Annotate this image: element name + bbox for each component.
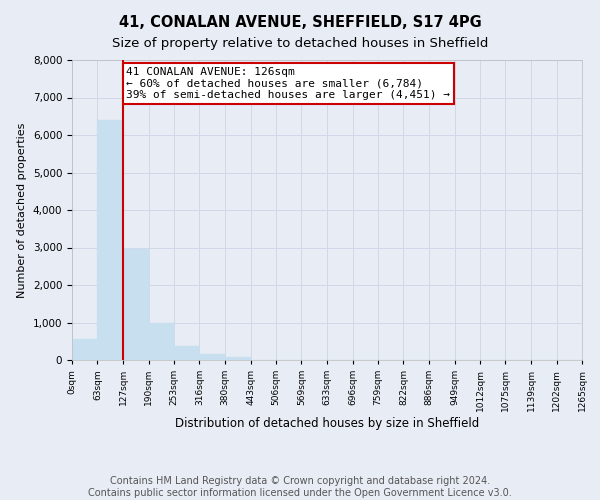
Text: 41 CONALAN AVENUE: 126sqm
← 60% of detached houses are smaller (6,784)
39% of se: 41 CONALAN AVENUE: 126sqm ← 60% of detac… [127,66,451,100]
Bar [199,354,225,360]
Bar [123,250,149,360]
Text: Contains HM Land Registry data © Crown copyright and database right 2024.
Contai: Contains HM Land Registry data © Crown c… [88,476,512,498]
Bar [225,358,251,360]
Y-axis label: Number of detached properties: Number of detached properties [17,122,27,298]
Text: Size of property relative to detached houses in Sheffield: Size of property relative to detached ho… [112,38,488,51]
Bar [72,339,97,360]
Bar [149,324,174,360]
X-axis label: Distribution of detached houses by size in Sheffield: Distribution of detached houses by size … [175,416,479,430]
Bar [174,346,199,360]
Bar [97,120,123,360]
Text: 41, CONALAN AVENUE, SHEFFIELD, S17 4PG: 41, CONALAN AVENUE, SHEFFIELD, S17 4PG [119,15,481,30]
